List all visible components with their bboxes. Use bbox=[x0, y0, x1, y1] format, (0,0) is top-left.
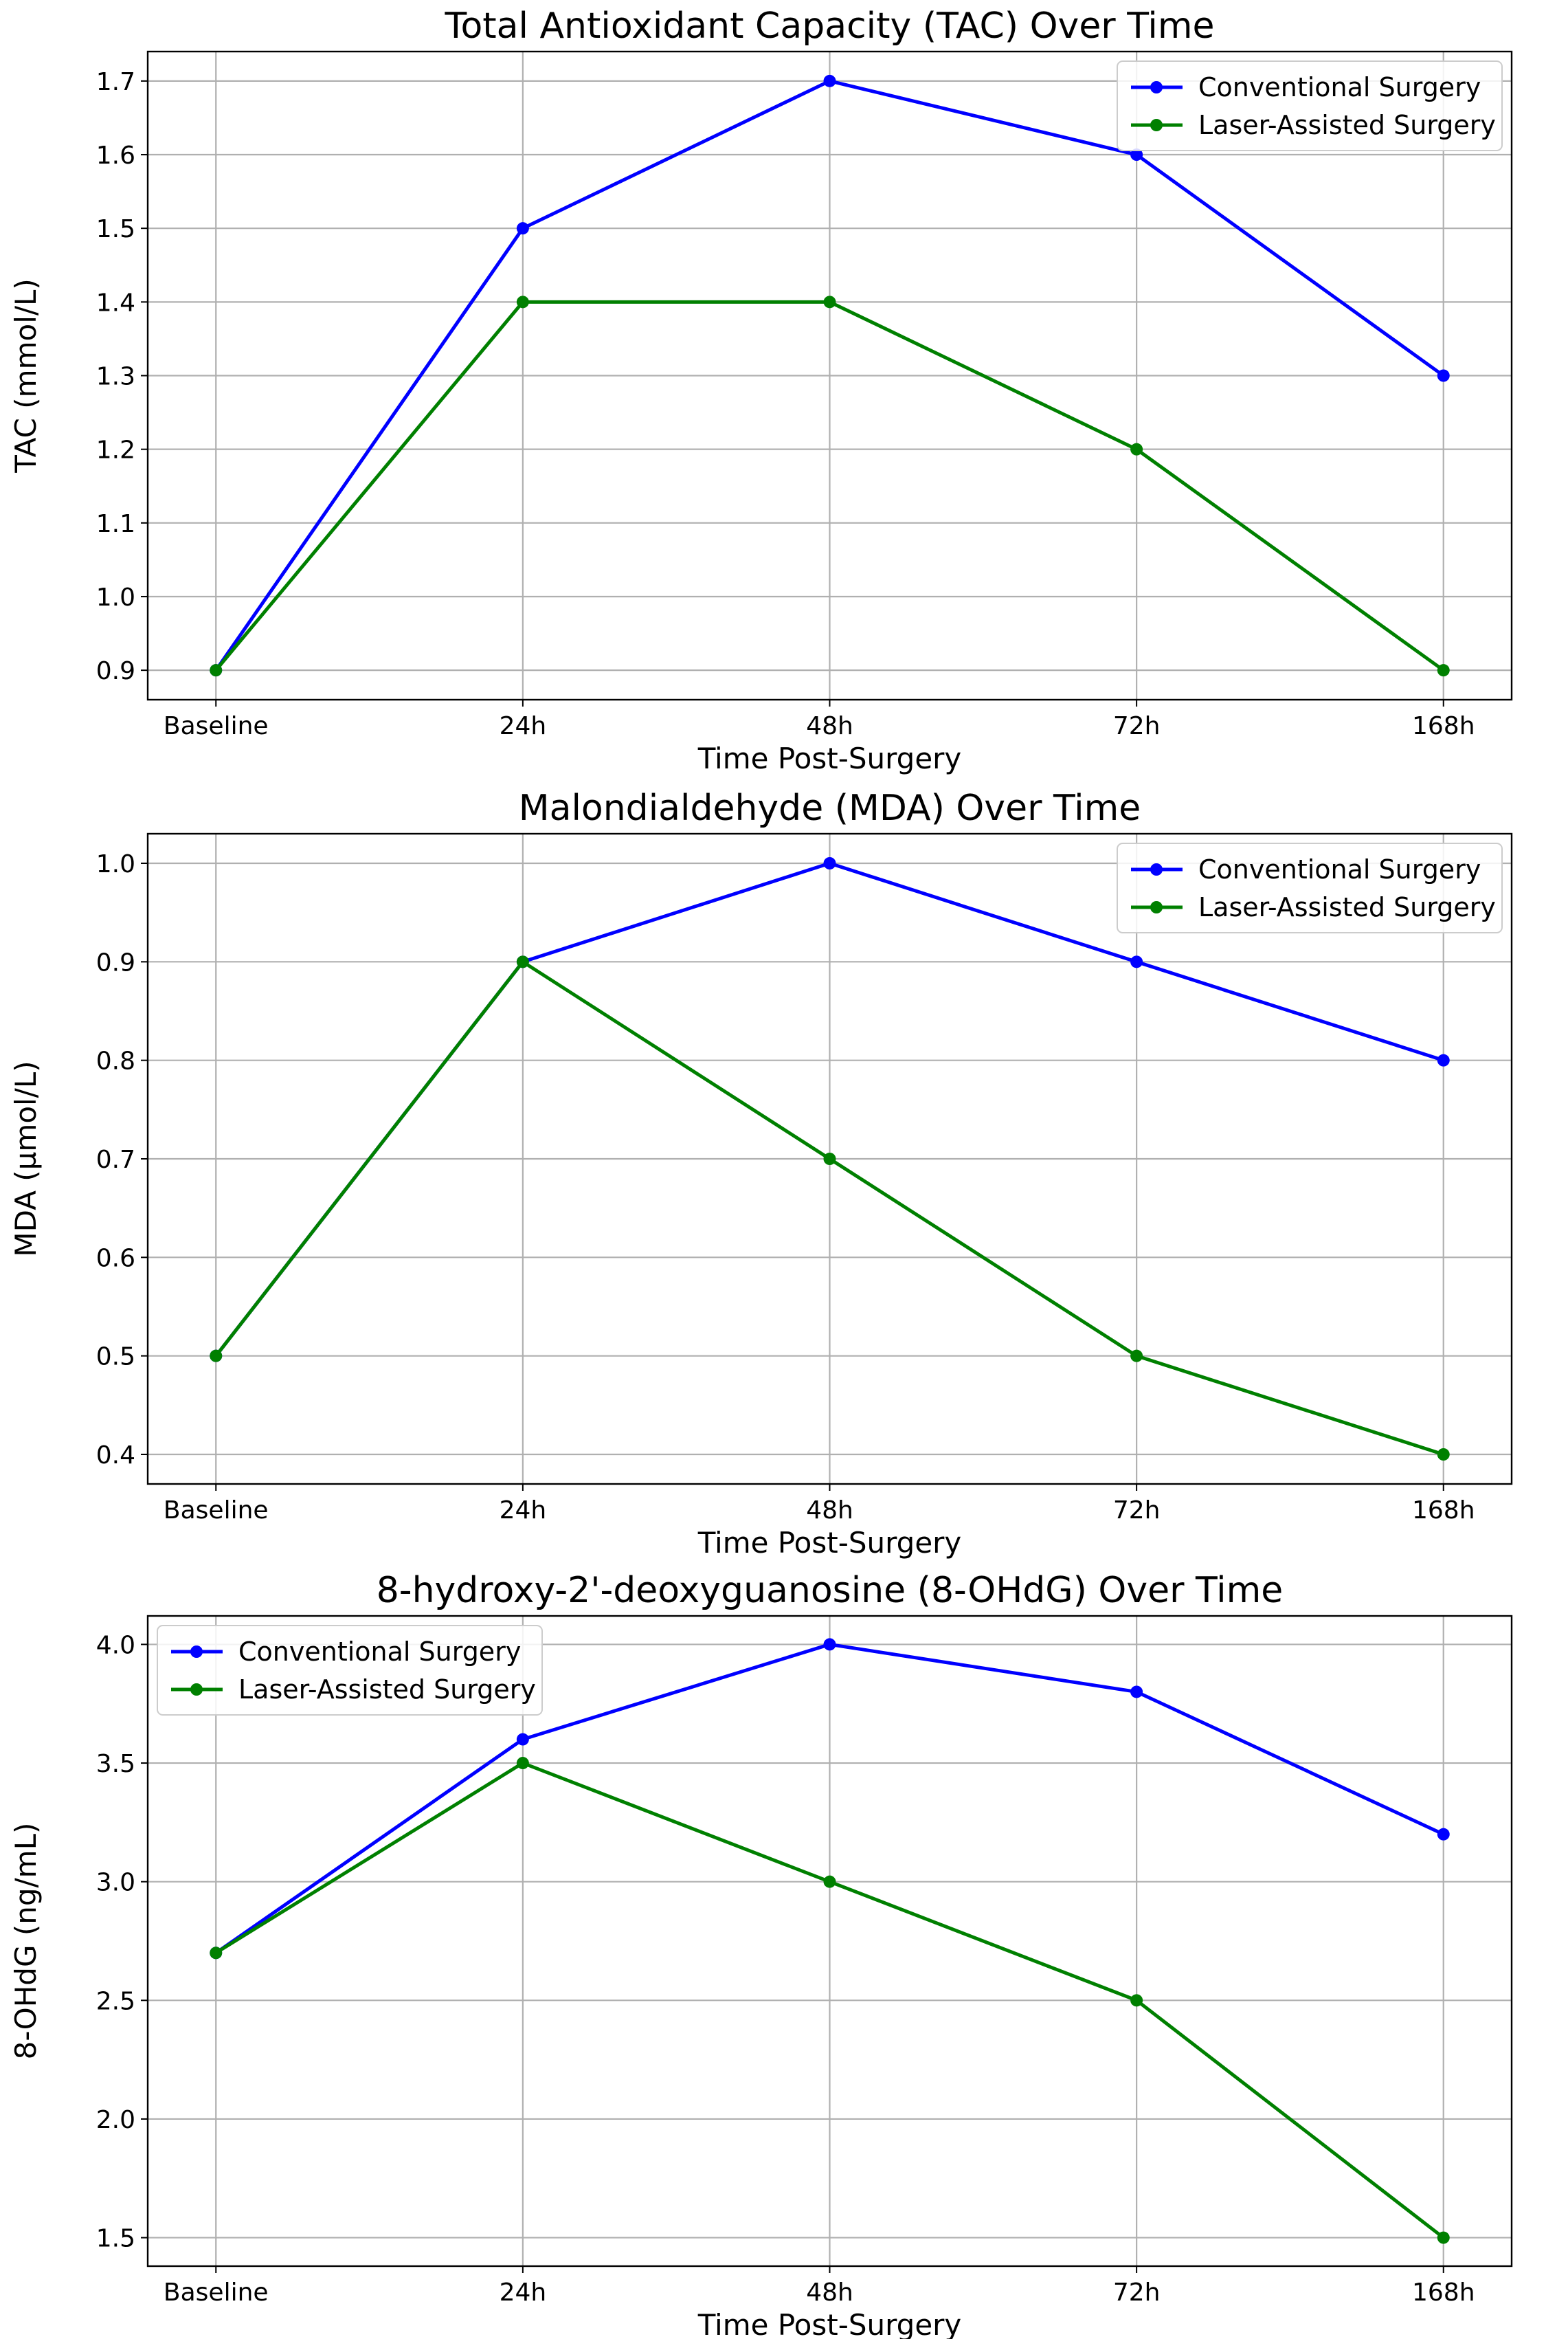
legend: Conventional Surgery Laser-Assisted Surge… bbox=[1117, 60, 1503, 151]
legend-label-laser-assisted: Laser-Assisted Surgery bbox=[1198, 110, 1496, 140]
chart-title: 8-hydroxy-2'-deoxyguanosine (8-OHdG) Ove… bbox=[377, 1570, 1284, 1611]
x-tick-label: 24h bbox=[500, 712, 547, 740]
data-point-laser-assisted bbox=[1130, 1994, 1143, 2007]
y-axis-label: 8-OHdG (ng/mL) bbox=[9, 1823, 43, 2060]
y-tick-label: 2.0 bbox=[96, 2106, 135, 2134]
y-tick-label: 0.9 bbox=[96, 657, 135, 685]
x-tick-label: 48h bbox=[806, 1496, 853, 1525]
y-tick-label: 1.4 bbox=[96, 289, 135, 317]
x-tick-label: 48h bbox=[806, 712, 853, 740]
chart-title: Malondialdehyde (MDA) Over Time bbox=[519, 788, 1141, 829]
legend-label-laser-assisted: Laser-Assisted Surgery bbox=[1198, 892, 1496, 922]
data-point-conventional bbox=[823, 1638, 836, 1651]
y-tick-label: 1.3 bbox=[96, 363, 135, 391]
x-tick-label: 72h bbox=[1113, 712, 1161, 740]
y-tick-label: 0.4 bbox=[96, 1441, 135, 1470]
legend-marker-laser-assisted bbox=[1150, 901, 1163, 913]
y-tick-label: 1.5 bbox=[96, 215, 135, 243]
data-point-laser-assisted bbox=[210, 1947, 223, 1960]
y-tick-label: 4.0 bbox=[96, 1631, 135, 1659]
data-point-conventional bbox=[823, 74, 836, 87]
chart-title: Total Antioxidant Capacity (TAC) Over Ti… bbox=[445, 5, 1215, 47]
chart-3: Baseline 24h 48h 72h 168h 1.5 2.0 2.5 3.0 3.5 4.0 8… bbox=[9, 1570, 1513, 2339]
data-point-conventional bbox=[1437, 1828, 1450, 1841]
x-axis-label: Time Post-Surgery bbox=[697, 2308, 962, 2339]
legend: Conventional Surgery Laser-Assisted Surge… bbox=[157, 1625, 543, 1716]
y-tick-label: 1.1 bbox=[96, 510, 135, 538]
y-tick-label: 1.5 bbox=[96, 2225, 135, 2253]
data-point-conventional bbox=[516, 222, 529, 235]
y-tick-label: 1.0 bbox=[96, 850, 135, 878]
x-tick-label: 168h bbox=[1412, 2279, 1475, 2307]
data-point-laser-assisted bbox=[1130, 443, 1143, 456]
x-tick-label: 168h bbox=[1412, 1496, 1475, 1525]
x-tick-label: 168h bbox=[1412, 712, 1475, 740]
legend-marker-laser-assisted bbox=[1150, 119, 1163, 131]
data-point-laser-assisted bbox=[823, 296, 836, 309]
y-tick-label: 0.5 bbox=[96, 1343, 135, 1371]
y-tick-label: 1.6 bbox=[96, 142, 135, 170]
x-tick-label: 72h bbox=[1113, 2279, 1161, 2307]
data-point-laser-assisted bbox=[516, 296, 529, 309]
data-point-laser-assisted bbox=[823, 1875, 836, 1888]
data-point-conventional bbox=[516, 1733, 529, 1746]
data-point-conventional bbox=[1130, 955, 1143, 968]
legend: Conventional Surgery Laser-Assisted Surge… bbox=[1117, 843, 1503, 933]
data-point-laser-assisted bbox=[210, 664, 223, 677]
data-point-laser-assisted bbox=[1437, 664, 1450, 677]
legend-marker-conventional bbox=[1150, 81, 1163, 93]
y-tick-label: 1.0 bbox=[96, 584, 135, 612]
x-axis-label: Time Post-Surgery bbox=[697, 742, 962, 775]
legend-box bbox=[157, 1625, 543, 1716]
y-tick-label: 0.7 bbox=[96, 1146, 135, 1174]
legend-label-laser-assisted: Laser-Assisted Surgery bbox=[238, 1674, 536, 1705]
legend-box bbox=[1117, 843, 1503, 933]
x-tick-label: 24h bbox=[500, 2279, 547, 2307]
x-tick-label: Baseline bbox=[164, 1496, 269, 1525]
legend-box bbox=[1117, 60, 1503, 151]
y-tick-label: 2.5 bbox=[96, 1987, 135, 2015]
data-point-conventional bbox=[1130, 1685, 1143, 1698]
y-tick-label: 1.2 bbox=[96, 436, 135, 465]
legend-marker-conventional bbox=[1150, 863, 1163, 876]
legend-label-conventional: Conventional Surgery bbox=[1198, 72, 1481, 102]
x-tick-label: 72h bbox=[1113, 1496, 1161, 1525]
data-point-laser-assisted bbox=[1437, 1448, 1450, 1461]
x-tick-label: Baseline bbox=[164, 712, 269, 740]
y-tick-label: 0.6 bbox=[96, 1244, 135, 1272]
x-tick-label: 48h bbox=[806, 2279, 853, 2307]
chart-2: Baseline 24h 48h 72h 168h 0.4 0.5 0.6 0.7 0.8 0.9 1… bbox=[9, 788, 1513, 1560]
y-axis-label: TAC (mmol/L) bbox=[9, 278, 43, 474]
chart-1: Baseline 24h 48h 72h 168h 0.9 1.0 1.1 1.2 1.3 1.4 1… bbox=[9, 5, 1513, 775]
legend-marker-laser-assisted bbox=[190, 1683, 203, 1696]
legend-marker-conventional bbox=[190, 1645, 203, 1658]
x-axis-label: Time Post-Surgery bbox=[697, 1526, 962, 1560]
data-point-conventional bbox=[1130, 148, 1143, 162]
x-tick-label: Baseline bbox=[164, 2279, 269, 2307]
y-tick-label: 3.5 bbox=[96, 1750, 135, 1778]
data-point-laser-assisted bbox=[823, 1153, 836, 1165]
y-tick-label: 0.8 bbox=[96, 1047, 135, 1076]
data-point-conventional bbox=[1437, 1054, 1450, 1067]
legend-label-conventional: Conventional Surgery bbox=[1198, 854, 1481, 885]
data-point-laser-assisted bbox=[1130, 1349, 1143, 1362]
data-point-laser-assisted bbox=[516, 955, 529, 968]
y-tick-label: 3.0 bbox=[96, 1869, 135, 1897]
y-tick-label: 1.7 bbox=[96, 68, 135, 96]
data-point-laser-assisted bbox=[210, 1349, 223, 1362]
plot-frame bbox=[146, 832, 1513, 1485]
plot-frame bbox=[146, 50, 1513, 701]
plot-frame bbox=[146, 1615, 1513, 2268]
y-axis-label: MDA (µmol/L) bbox=[9, 1061, 43, 1256]
legend-label-conventional: Conventional Surgery bbox=[238, 1637, 521, 1667]
data-point-laser-assisted bbox=[1437, 2231, 1450, 2244]
data-point-laser-assisted bbox=[516, 1757, 529, 1770]
x-tick-label: 24h bbox=[500, 1496, 547, 1525]
data-point-conventional bbox=[1437, 369, 1450, 382]
data-point-conventional bbox=[823, 857, 836, 869]
y-tick-label: 0.9 bbox=[96, 949, 135, 977]
